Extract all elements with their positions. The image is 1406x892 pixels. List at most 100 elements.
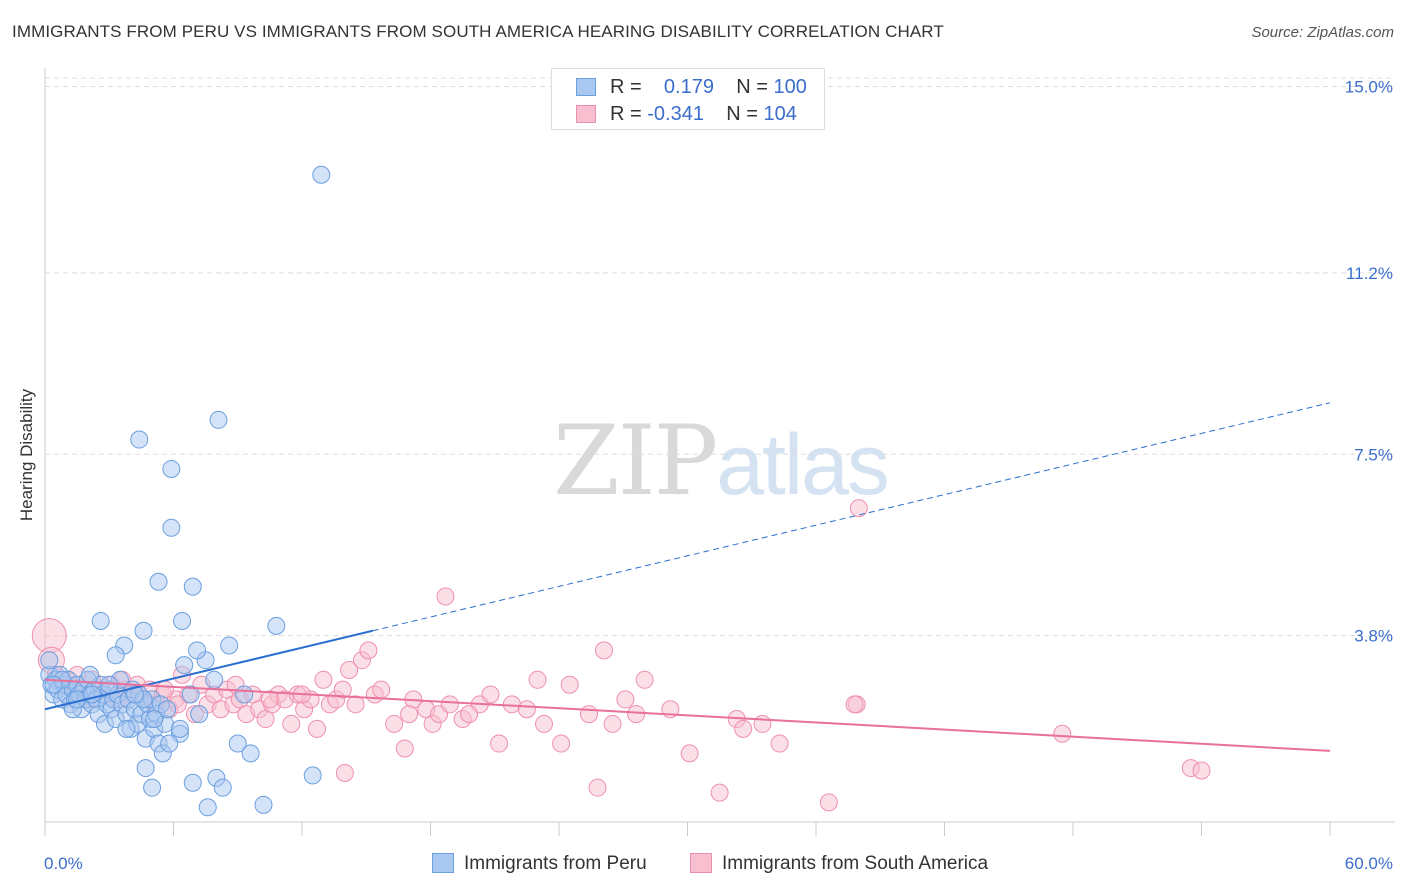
bottom-legend-label-peru: Immigrants from Peru [464, 853, 647, 874]
legend-n-label: N = [736, 76, 768, 98]
point-peru [136, 759, 155, 778]
grid-lines [45, 77, 1395, 637]
point-south-america [819, 793, 838, 812]
legend-r-value: 0.179 [663, 76, 714, 98]
point-peru [267, 616, 286, 635]
point-peru [241, 744, 260, 763]
point-south-america [385, 714, 404, 733]
point-south-america [710, 783, 729, 802]
trend-line-peru [44, 629, 373, 711]
point-south-america [552, 734, 571, 753]
point-south-america [460, 705, 479, 724]
point-peru [228, 734, 247, 753]
point-south-america [1192, 761, 1211, 780]
point-peru [162, 518, 181, 537]
point-peru [175, 656, 194, 675]
tick-labels: 3.8% 7.5% 11.2% 15.0% 0.0% 60.0% [44, 78, 1393, 873]
point-south-america [770, 734, 789, 753]
point-south-america [346, 695, 365, 714]
point-peru [181, 685, 200, 704]
y-tick-label: 3.8% [1354, 627, 1393, 646]
x-tick-label: 0.0% [44, 854, 83, 873]
legend-swatch-peru [576, 78, 596, 96]
point-peru [162, 459, 181, 478]
point-south-america [635, 670, 654, 689]
point-south-america [616, 690, 635, 709]
trend-line-peru-extrapolated [372, 402, 1331, 632]
point-south-america [560, 675, 579, 694]
point-peru [117, 719, 136, 738]
bottom-legend-label-south-america: Immigrants from South America [722, 853, 989, 874]
point-south-america [535, 714, 554, 733]
point-peru [158, 700, 177, 719]
source-label: Source: ZipAtlas.com [1251, 24, 1394, 41]
point-peru [190, 705, 209, 724]
legend-n-value: 104 [763, 103, 797, 125]
point-peru [183, 773, 202, 792]
point-peru [198, 798, 217, 817]
point-peru [170, 719, 189, 738]
point-south-america [400, 705, 419, 724]
point-south-america [340, 661, 359, 679]
point-peru [220, 636, 239, 655]
watermark: ZIPatlas [553, 405, 890, 517]
point-south-america [588, 778, 607, 797]
point-south-america [579, 705, 598, 724]
point-south-america [314, 670, 333, 689]
point-peru [205, 670, 224, 689]
point-peru [303, 766, 322, 785]
point-south-america [680, 744, 699, 763]
trend-lines [44, 402, 1331, 752]
point-south-america [594, 641, 613, 660]
point-peru [188, 641, 207, 660]
point-south-america [372, 680, 391, 699]
point-peru [173, 611, 192, 630]
point-south-america [481, 685, 500, 704]
legend-row-peru: R = 0.179 N = 100 [576, 75, 807, 99]
legend-row-south-america: R = -0.341 N = 104 [576, 102, 797, 126]
point-peru [145, 710, 164, 729]
point-peru [106, 646, 125, 665]
point-peru [134, 621, 153, 640]
legend-r-label: R = [610, 76, 642, 98]
point-south-america [517, 700, 536, 719]
point-south-america [734, 719, 753, 738]
point-peru [149, 572, 168, 591]
watermark-atlas: atlas [716, 417, 890, 513]
point-south-america [260, 690, 279, 709]
point-peru [100, 675, 119, 694]
bottom-legend-peru: Immigrants from Peru [432, 851, 647, 877]
point-peru [83, 685, 102, 704]
point-south-america [440, 695, 459, 714]
point-south-america [395, 739, 414, 758]
point-peru [143, 778, 162, 797]
x-tick-label: 60.0% [1345, 854, 1393, 873]
point-south-america [603, 714, 622, 733]
point-south-america [753, 714, 772, 733]
point-south-america [845, 695, 864, 714]
bottom-legend-swatch-south-america [690, 853, 712, 873]
point-south-america [849, 499, 868, 518]
correlation-legend: R = 0.179 N = 100 R = -0.341 N = 104 [551, 68, 825, 130]
point-south-america [1053, 724, 1072, 743]
point-south-america [282, 714, 301, 733]
point-peru [40, 651, 59, 670]
y-axis-label: Hearing Disability [17, 388, 36, 522]
legend-swatch-south-america [576, 105, 596, 123]
point-south-america [436, 587, 455, 606]
point-peru [91, 611, 110, 630]
watermark-zip: ZIP [553, 405, 718, 517]
legend-r-label: R = [610, 103, 642, 125]
y-tick-label: 7.5% [1354, 445, 1393, 464]
point-peru [235, 685, 254, 704]
point-peru [209, 410, 228, 429]
point-south-america [333, 680, 352, 699]
point-south-america [528, 670, 547, 689]
y-tick-label: 15.0% [1345, 78, 1393, 97]
bottom-legend-south-america: Immigrants from South America [690, 851, 988, 877]
point-peru [183, 577, 202, 596]
series-peru-points [40, 165, 331, 817]
bottom-legend-swatch-peru [432, 853, 454, 873]
point-south-america [490, 734, 509, 753]
